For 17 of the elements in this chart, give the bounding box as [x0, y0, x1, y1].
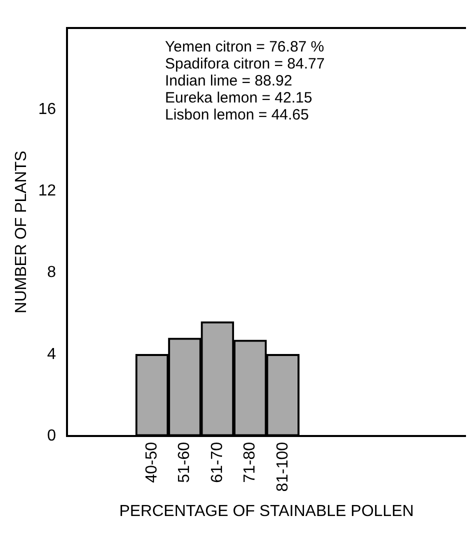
x-tick-label: 40-50	[143, 442, 160, 483]
x-axis-title: PERCENTAGE OF STAINABLE POLLEN	[119, 502, 414, 520]
x-tick-label: 81-100	[274, 442, 292, 492]
annotation: Spadifora citron = 84.77	[164, 56, 325, 73]
y-tick-label: 8	[47, 264, 56, 282]
y-tick-label: 4	[47, 346, 56, 363]
annotation: Yemen citron = 76.87 %	[164, 38, 324, 56]
y-axis-title: NUMBER OF PLANTS	[13, 150, 30, 314]
x-tick-label: 71-80	[242, 442, 259, 483]
annotation: Indian lime = 88.92	[164, 72, 292, 90]
annotation: Lisbon lemon = 44.65	[164, 106, 309, 124]
x-tick-label: 61-70	[208, 442, 226, 483]
annotation: Eureka lemon = 42.15	[164, 90, 312, 107]
y-tick-label: 12	[38, 182, 56, 200]
y-tick-label: 0	[47, 427, 56, 444]
x-tick-label: 51-60	[176, 442, 194, 483]
y-tick-label: 16	[38, 101, 56, 118]
